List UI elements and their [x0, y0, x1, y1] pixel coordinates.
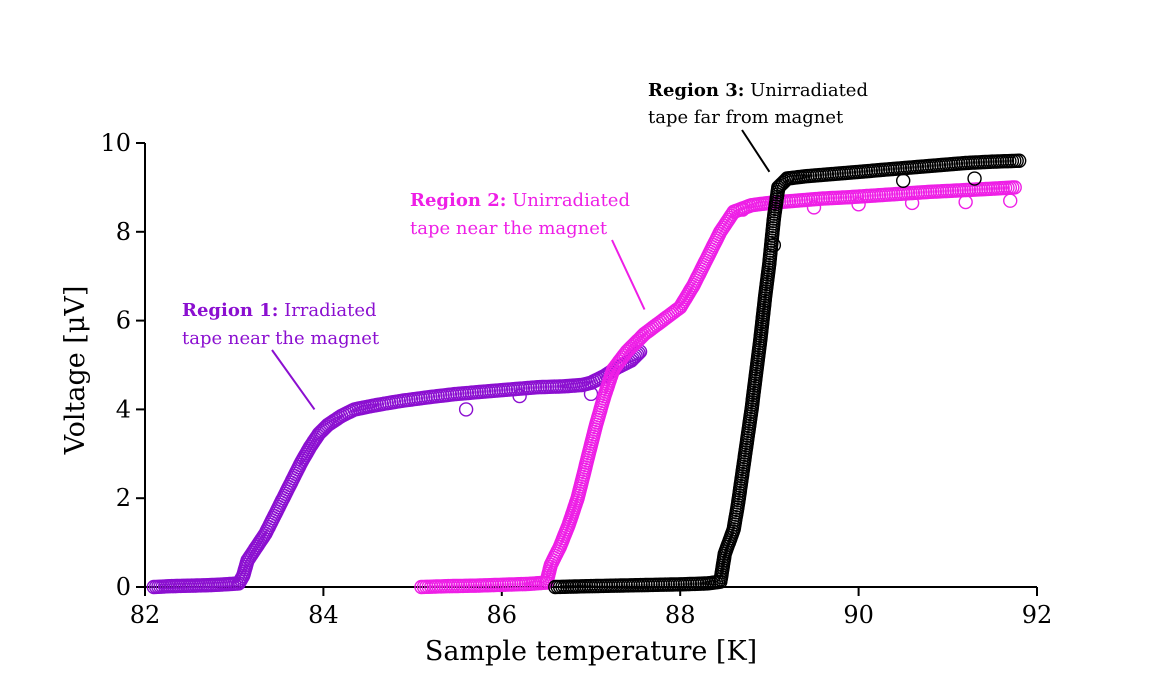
annotation-bold: Region 1: [182, 300, 278, 321]
data-point [512, 388, 527, 404]
data-point [458, 402, 474, 417]
annotations: Region 1: Irradiated tape near the magnet… [182, 80, 868, 410]
x-tick-label: 88 [665, 601, 696, 629]
data-point [1011, 153, 1027, 168]
annotation-text: Unirradiated [744, 80, 868, 101]
annotation-region-3: Region 3: Unirradiated tape far from magn… [648, 80, 868, 173]
data-point [735, 202, 750, 217]
data-point [766, 237, 782, 253]
annotation-subtitle: tape far from magnet [648, 107, 844, 128]
x-tick-label: 84 [308, 601, 339, 629]
annotation-title: Region 2: Unirradiated [410, 190, 630, 211]
annotation-pointer [611, 239, 646, 310]
annotation-bold: Region 3: [648, 80, 744, 101]
series-3 [548, 153, 1027, 595]
annotation-subtitle: tape near the magnet [410, 218, 608, 239]
annotation-bold: Region 2: [410, 190, 506, 211]
ticks: 82 84 86 88 90 92 0 2 4 6 8 10 [100, 129, 1052, 629]
y-tick-label: 2 [116, 484, 131, 512]
y-axis-label: Voltage [μV] [60, 286, 91, 456]
annotation-pointer [271, 349, 316, 410]
annotation-region-1: Region 1: Irradiated tape near the magnet [182, 300, 380, 410]
annotation-text: Irradiated [278, 300, 376, 321]
x-axis-label: Sample temperature [K] [425, 636, 757, 667]
x-tick-label: 92 [1022, 601, 1053, 629]
series-1 [146, 344, 648, 595]
series-2 [414, 180, 1022, 595]
data-point [1007, 180, 1022, 195]
annotation-pointer [741, 129, 771, 173]
data-point [851, 197, 866, 212]
annotation-subtitle: tape near the magnet [182, 328, 380, 349]
series-layer [146, 153, 1027, 595]
data-point [967, 171, 982, 186]
x-tick-label: 90 [843, 601, 874, 629]
y-tick-label: 8 [116, 218, 131, 246]
x-tick-label: 86 [487, 601, 518, 629]
annotation-title: Region 1: Irradiated [182, 300, 377, 321]
data-point [904, 195, 920, 211]
annotation-region-2: Region 2: Unirradiated tape near the magn… [410, 190, 646, 310]
annotation-text: Unirradiated [506, 190, 630, 211]
y-tick-label: 0 [116, 573, 131, 601]
y-tick-label: 4 [116, 395, 131, 423]
annotation-title: Region 3: Unirradiated [648, 80, 868, 101]
data-point [583, 386, 599, 402]
y-tick-label: 10 [100, 129, 131, 157]
y-tick-label: 6 [116, 307, 131, 335]
data-point [1003, 193, 1018, 208]
data-point [896, 173, 911, 188]
x-tick-label: 82 [130, 601, 161, 629]
data-point [806, 200, 822, 215]
data-point [958, 194, 973, 210]
